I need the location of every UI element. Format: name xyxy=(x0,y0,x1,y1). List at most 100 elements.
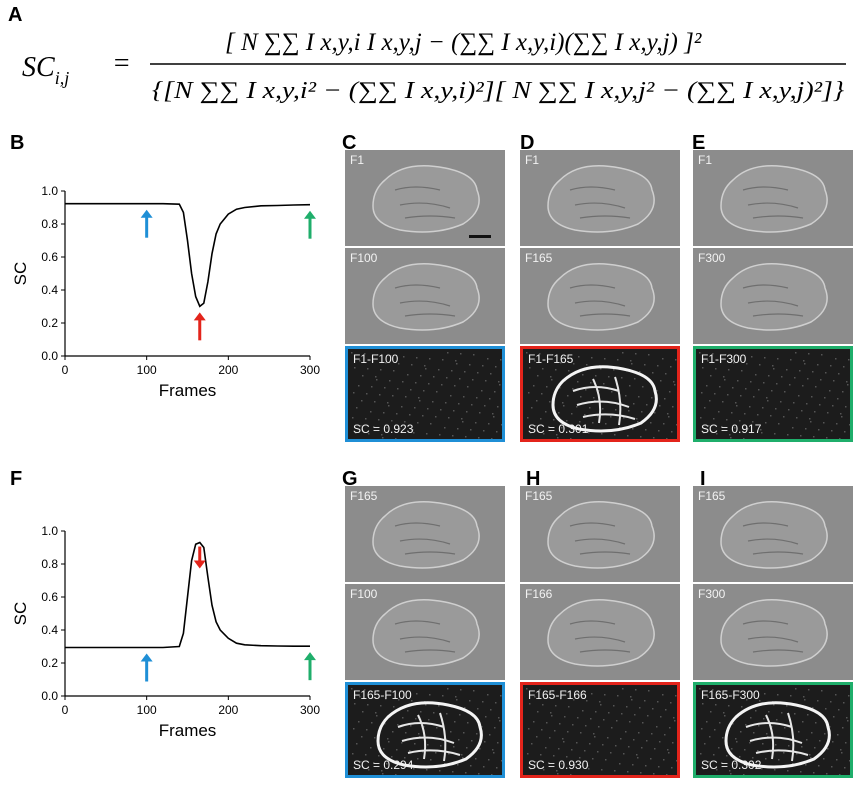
difference-image xyxy=(351,352,502,439)
panel-letter-h: H xyxy=(526,468,541,490)
x-tick-label: 200 xyxy=(218,703,238,717)
panel-letter-g: G xyxy=(342,468,358,490)
panel-letter-e: E xyxy=(692,132,706,154)
y-tick-label: 0.2 xyxy=(41,656,58,670)
difference-image xyxy=(351,688,502,775)
tile-g-1: F165 xyxy=(345,486,505,582)
y-tick-label: 0.6 xyxy=(41,590,58,604)
chart-b: 0 100 200 300 0.0 0.2 0.4 0.6 0.8 1.0 Frames SC xyxy=(10,180,330,420)
cell-image xyxy=(720,165,828,233)
tile-c-1: F1 xyxy=(345,150,505,246)
frame-label: F165-F300 xyxy=(701,688,760,702)
frame-label: F165-F100 xyxy=(353,688,412,702)
scale-bar xyxy=(469,235,491,238)
tile-h-1: F165 xyxy=(520,486,680,582)
y-axis-label: SC xyxy=(11,602,30,626)
red-arrow xyxy=(193,546,206,569)
x-tick-label: 300 xyxy=(300,363,320,377)
x-tick-label: 300 xyxy=(300,703,320,717)
x-tick-label: 0 xyxy=(62,703,69,717)
cell-image xyxy=(547,501,655,569)
sc-value: SC = 0.923 xyxy=(353,422,414,436)
y-tick-label: 1.0 xyxy=(41,524,58,538)
frame-label: F100 xyxy=(350,251,378,265)
cell-image xyxy=(372,263,480,331)
tile-c-2: F100 xyxy=(345,248,505,344)
x-tick-label: 100 xyxy=(137,363,157,377)
cell-image xyxy=(547,165,655,233)
tile-e-3: F1-F300 SC = 0.917 xyxy=(693,346,853,442)
y-tick-label: 0.8 xyxy=(41,217,58,231)
formula-equals: = xyxy=(112,48,131,79)
series-line xyxy=(65,541,310,649)
frame-label: F1 xyxy=(698,153,713,167)
blue-arrow xyxy=(140,653,153,682)
frame-label: F165 xyxy=(525,251,553,265)
x-tick-label: 100 xyxy=(137,703,157,717)
frame-label: F1-F300 xyxy=(701,352,747,366)
tile-i-1: F165 xyxy=(693,486,853,582)
frame-label: F165 xyxy=(350,489,378,503)
panel-letter-d: D xyxy=(520,132,535,154)
frame-label: F1 xyxy=(350,153,365,167)
chart-f-svg: 0 100 200 300 0.0 0.2 0.4 0.6 0.8 1.0 Frames SC xyxy=(11,524,320,740)
sc-value: SC = 0.302 xyxy=(701,758,762,772)
red-arrow xyxy=(193,312,206,341)
tile-i-3: F165-F300 SC = 0.302 xyxy=(693,682,853,778)
chart-b-svg: 0 100 200 300 0.0 0.2 0.4 0.6 0.8 1.0 Frames SC xyxy=(11,184,320,400)
tile-d-1: F1 xyxy=(520,150,680,246)
cell-image xyxy=(547,599,655,667)
frame-label: F300 xyxy=(698,587,726,601)
y-tick-label: 0.0 xyxy=(41,349,58,363)
y-tick-label: 0.4 xyxy=(41,283,58,297)
x-axis-label: Frames xyxy=(159,381,217,400)
tile-g-2: F100 xyxy=(345,584,505,680)
cell-image xyxy=(720,599,828,667)
sc-value: SC = 0.917 xyxy=(701,422,762,436)
x-axis-label: Frames xyxy=(159,721,217,740)
green-arrow xyxy=(304,210,316,239)
tile-d-2: F165 xyxy=(520,248,680,344)
blue-arrow xyxy=(140,209,153,238)
sc-formula: SCi,j = [ N ∑∑ I x,y,i I x,y,j − (∑∑ I x… xyxy=(0,0,853,110)
chart-f: 0 100 200 300 0.0 0.2 0.4 0.6 0.8 1.0 Frames SC xyxy=(10,520,330,760)
panel-letter-b: B xyxy=(10,132,25,154)
cell-image xyxy=(720,501,828,569)
sc-value: SC = 0.294 xyxy=(353,758,414,772)
tile-e-2: F300 xyxy=(693,248,853,344)
tile-d-3: F1-F165 SC = 0.301 xyxy=(520,346,680,442)
panel-letter-c: C xyxy=(342,132,357,154)
formula-denominator: {[N ∑∑ I x,y,i² − (∑∑ I x,y,i)²][ N ∑∑ I… xyxy=(152,78,844,104)
cell-image xyxy=(372,599,480,667)
green-arrow xyxy=(304,652,316,681)
sc-value: SC = 0.301 xyxy=(528,422,589,436)
difference-image xyxy=(699,352,850,439)
tile-h-3: F165-F166 SC = 0.930 xyxy=(520,682,680,778)
cell-image xyxy=(720,263,828,331)
x-tick-label: 0 xyxy=(62,363,69,377)
tile-i-2: F300 xyxy=(693,584,853,680)
y-axis-label: SC xyxy=(11,262,30,286)
difference-image xyxy=(526,688,677,775)
y-tick-label: 0.6 xyxy=(41,250,58,264)
cell-image xyxy=(547,263,655,331)
sc-value: SC = 0.930 xyxy=(528,758,589,772)
y-tick-label: 0.8 xyxy=(41,557,58,571)
frame-label: F1-F100 xyxy=(353,352,399,366)
frame-label: F165-F166 xyxy=(528,688,587,702)
difference-image xyxy=(526,352,677,439)
tile-h-2: F166 xyxy=(520,584,680,680)
frame-label: F165 xyxy=(525,489,553,503)
cell-image xyxy=(372,501,480,569)
frame-label: F165 xyxy=(698,489,726,503)
formula-lhs: SCi,j xyxy=(22,52,69,88)
frame-label: F300 xyxy=(698,251,726,265)
tile-c-3: F1-F100 SC = 0.923 xyxy=(345,346,505,442)
series-line xyxy=(65,202,311,308)
y-tick-label: 0.0 xyxy=(41,689,58,703)
x-tick-label: 200 xyxy=(218,363,238,377)
frame-label: F100 xyxy=(350,587,378,601)
tile-g-3: F165-F100 SC = 0.294 xyxy=(345,682,505,778)
formula-numerator: [ N ∑∑ I x,y,i I x,y,j − (∑∑ I x,y,i)(∑∑… xyxy=(225,29,702,56)
panel-letter-i: I xyxy=(700,468,706,490)
